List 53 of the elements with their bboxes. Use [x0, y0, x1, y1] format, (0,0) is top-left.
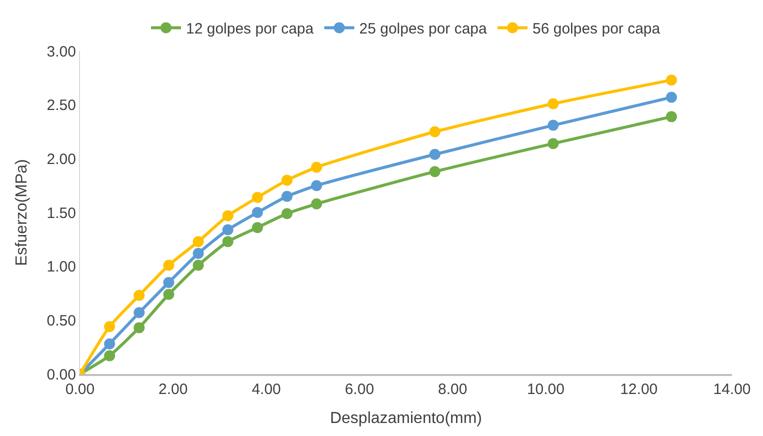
point: [222, 236, 234, 248]
point: [222, 210, 234, 222]
point: [311, 180, 322, 192]
point: [134, 322, 145, 334]
y-axis-title: Esfuerzo(MPa): [14, 159, 31, 266]
point: [548, 138, 559, 150]
point: [666, 111, 677, 122]
x-axis-title: Desplazamiento(mm): [330, 410, 482, 428]
y-tick-label: 0.00: [46, 366, 76, 384]
legend-label: 12 golpes por capa: [186, 20, 314, 38]
x-tick-label: 2.00: [158, 381, 188, 398]
x-tick-label: 10.00: [526, 381, 564, 398]
point: [192, 236, 204, 248]
point: [134, 307, 145, 318]
point: [429, 126, 440, 138]
y-tick-label: 1.50: [46, 204, 76, 222]
y-tick-label: 1.00: [46, 258, 76, 276]
point: [429, 148, 440, 160]
point: [163, 260, 174, 271]
x-tick-label: 14.00: [713, 381, 751, 398]
point: [192, 248, 204, 259]
point: [252, 192, 263, 203]
point: [282, 190, 293, 202]
point: [282, 208, 293, 220]
x-tick-label: 12.00: [620, 381, 658, 398]
y-tick-label: 0.50: [46, 312, 76, 330]
point: [311, 198, 322, 210]
point: [104, 350, 116, 362]
point: [311, 162, 322, 173]
point: [104, 321, 116, 332]
point: [429, 166, 440, 178]
x-tick-label: 8.00: [438, 381, 468, 398]
x-tick-label: 4.00: [252, 381, 281, 398]
point: [252, 207, 263, 218]
point: [548, 120, 559, 131]
y-tick-label: 2.50: [46, 97, 76, 114]
point: [252, 222, 263, 234]
point: [163, 288, 174, 300]
point: [666, 74, 677, 86]
legend-label: 56 golpes por capa: [532, 20, 661, 38]
y-tick-label: 3.00: [46, 43, 76, 60]
x-tick-label: 6.00: [344, 381, 374, 398]
point: [666, 92, 677, 103]
point: [134, 290, 145, 301]
point: [163, 276, 174, 288]
y-tick-label: 2.00: [46, 150, 76, 168]
point: [222, 224, 234, 236]
point: [104, 338, 116, 350]
x-tick-label: 0.00: [65, 381, 95, 398]
point: [548, 98, 559, 110]
point: [282, 174, 293, 186]
point: [192, 260, 204, 271]
legend-label: 25 golpes por capa: [359, 20, 488, 38]
